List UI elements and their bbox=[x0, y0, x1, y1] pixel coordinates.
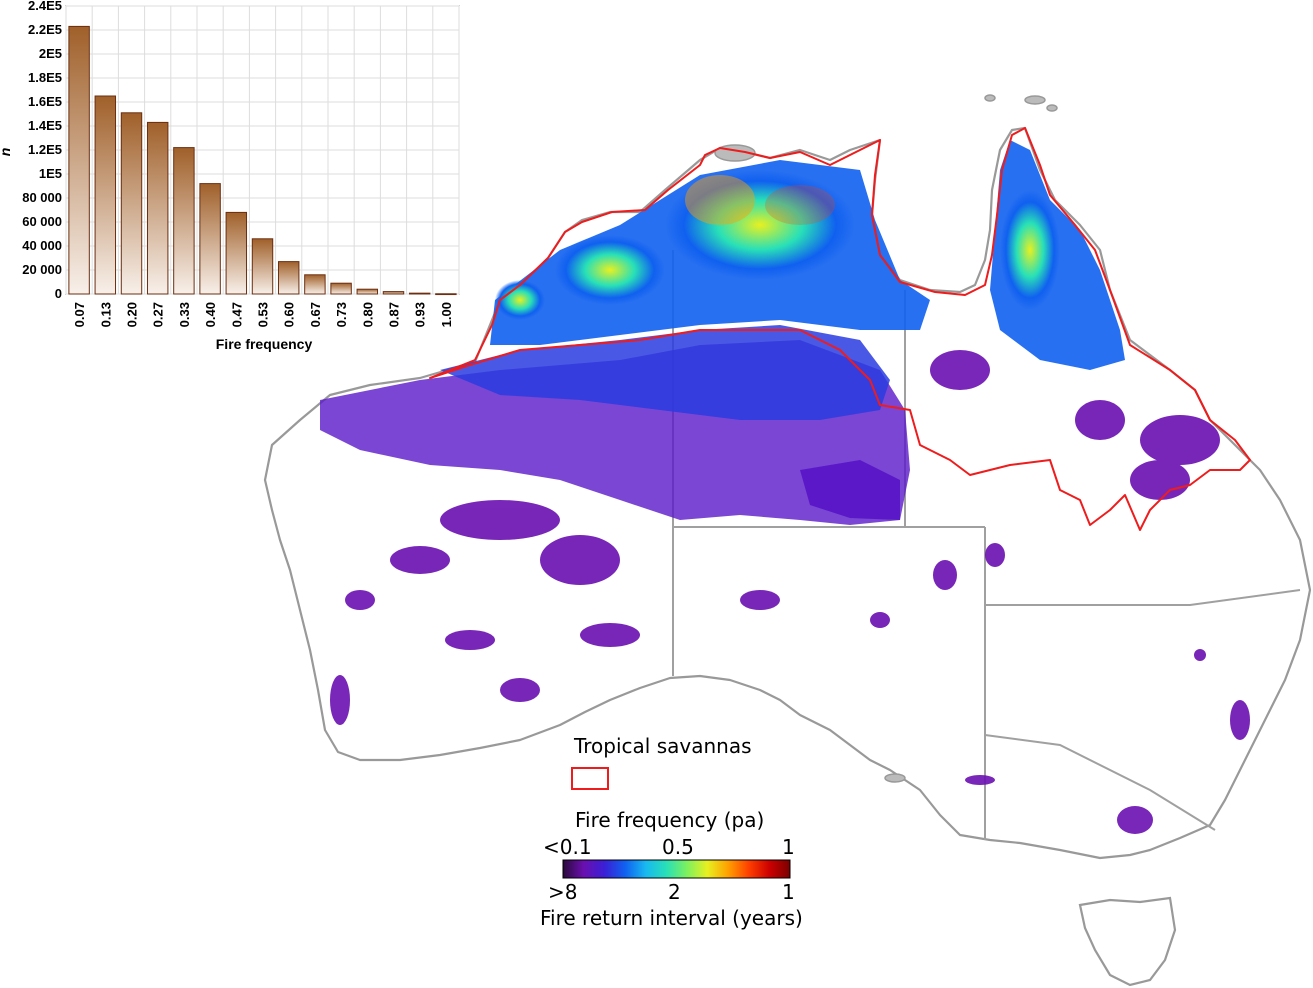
histogram-x-tick-label: 0.40 bbox=[203, 302, 218, 327]
histogram-y-tick-label: 80 000 bbox=[22, 190, 62, 205]
histogram-x-tick-label: 0.93 bbox=[413, 302, 428, 327]
histogram-y-tick-label: 40 000 bbox=[22, 238, 62, 253]
histogram-y-tick-label: 1.2E5 bbox=[28, 142, 62, 157]
interval-tick-high: 1 bbox=[782, 880, 795, 904]
histogram-bar bbox=[120, 112, 143, 295]
frequency-tick-mid: 0.5 bbox=[662, 835, 694, 859]
histogram-x-tick-label: 0.13 bbox=[98, 302, 113, 327]
histogram-y-tick-label: 1E5 bbox=[39, 166, 62, 181]
frequency-tick-high: 1 bbox=[782, 835, 795, 859]
histogram-y-tick-label: 2E5 bbox=[39, 46, 62, 61]
histogram-y-tick-label: 60 000 bbox=[22, 214, 62, 229]
tasmania-coastline bbox=[1078, 896, 1177, 987]
histogram-bar bbox=[304, 274, 326, 295]
histogram-x-tick-label: 0.20 bbox=[125, 302, 140, 327]
savanna-legend-swatch bbox=[571, 767, 609, 790]
histogram-x-tick-label: 0.80 bbox=[360, 302, 375, 327]
fire-frequency-histogram: 0 20 000 40 000 60 000 80 000 1E5 1.2E5 1.4E5 1.… bbox=[0, 0, 460, 352]
histogram-y-axis-title: n bbox=[0, 148, 13, 157]
histogram-x-tick-label: 0.07 bbox=[72, 302, 87, 327]
histogram-bar bbox=[330, 282, 352, 295]
colorbar bbox=[562, 859, 791, 879]
histogram-y-tick-label: 20 000 bbox=[22, 262, 62, 277]
histogram-x-tick-label: 0.27 bbox=[151, 302, 166, 327]
tropical-savanna-boundary bbox=[429, 127, 1251, 531]
histogram-x-tick-labels: 0.07 0.13 0.20 0.27 0.33 0.40 0.47 0.53 0.60 0.67… bbox=[72, 302, 454, 327]
histogram-y-tick-labels: 0 20 000 40 000 60 000 80 000 1E5 1.2E5 1.4E5 1.… bbox=[22, 0, 62, 301]
histogram-bar bbox=[435, 293, 457, 296]
histogram-x-axis-title: Fire frequency bbox=[216, 336, 313, 352]
histogram-bar bbox=[408, 292, 431, 295]
histogram-x-tick-label: 0.47 bbox=[229, 302, 244, 327]
interval-tick-mid: 2 bbox=[668, 880, 681, 904]
histogram-y-tick-label: 0 bbox=[55, 286, 62, 301]
histogram-x-tick-label: 0.67 bbox=[308, 302, 323, 327]
histogram-bar bbox=[94, 95, 117, 295]
fire-frequency-layer bbox=[320, 140, 1250, 834]
histogram-x-tick-label: 0.73 bbox=[334, 302, 349, 327]
histogram-bar bbox=[356, 288, 379, 295]
histogram-bar bbox=[251, 238, 274, 295]
australia-map bbox=[263, 94, 1312, 987]
map-legend: Tropical savannas Fire frequency (pa) <0… bbox=[540, 734, 803, 930]
histogram-bar bbox=[146, 121, 169, 295]
histogram-bar bbox=[277, 261, 300, 295]
histogram-bar bbox=[225, 211, 248, 295]
frequency-tick-low: <0.1 bbox=[543, 835, 592, 859]
histogram-x-tick-label: 0.87 bbox=[387, 302, 402, 327]
interval-legend-title: Fire return interval (years) bbox=[540, 906, 803, 930]
histogram-bar bbox=[173, 147, 195, 295]
histogram-bar bbox=[199, 183, 221, 295]
histogram-bars bbox=[68, 25, 457, 296]
histogram-y-tick-label: 1.6E5 bbox=[28, 94, 62, 109]
histogram-y-tick-label: 2.2E5 bbox=[28, 22, 62, 37]
histogram-y-tick-label: 1.8E5 bbox=[28, 70, 62, 85]
interval-tick-low: >8 bbox=[548, 880, 577, 904]
islands bbox=[714, 94, 1058, 783]
histogram-x-tick-label: 0.60 bbox=[282, 302, 297, 327]
savanna-legend-label: Tropical savannas bbox=[573, 734, 752, 758]
histogram-x-tick-label: 0.53 bbox=[256, 302, 271, 327]
histogram-bar bbox=[68, 25, 90, 295]
frequency-legend-title: Fire frequency (pa) bbox=[575, 808, 764, 832]
histogram-y-tick-label: 2.4E5 bbox=[28, 0, 62, 13]
histogram-bar bbox=[382, 291, 405, 295]
histogram-x-tick-label: 0.33 bbox=[177, 302, 192, 327]
histogram-y-tick-label: 1.4E5 bbox=[28, 118, 62, 133]
histogram-x-tick-label: 1.00 bbox=[439, 302, 454, 327]
